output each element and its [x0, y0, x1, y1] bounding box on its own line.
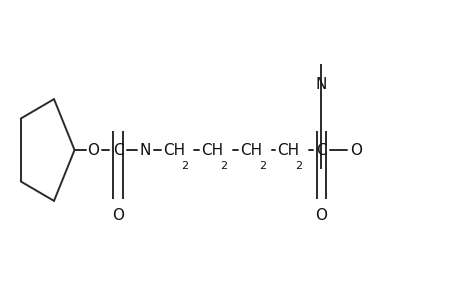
Text: O: O [112, 208, 124, 223]
Text: 2: 2 [219, 161, 227, 171]
Text: CH: CH [240, 142, 262, 158]
Text: C: C [112, 142, 123, 158]
Text: N: N [140, 142, 151, 158]
Text: 2: 2 [258, 161, 265, 171]
Text: O: O [349, 142, 361, 158]
Text: CH: CH [201, 142, 223, 158]
Text: C: C [315, 142, 326, 158]
Text: O: O [87, 142, 99, 158]
Text: CH: CH [162, 142, 185, 158]
Text: N: N [315, 77, 326, 92]
Text: 2: 2 [295, 161, 302, 171]
Text: 2: 2 [181, 161, 188, 171]
Text: O: O [315, 208, 327, 223]
Text: CH: CH [276, 142, 298, 158]
